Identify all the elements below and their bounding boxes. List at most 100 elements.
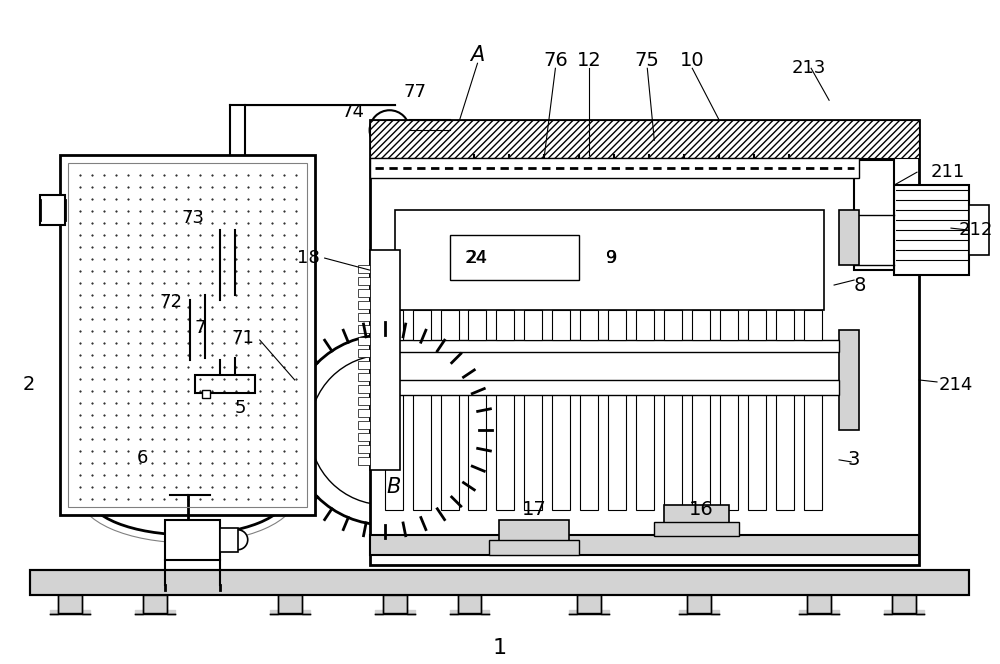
Ellipse shape (784, 162, 794, 168)
Bar (664, 390, 682, 510)
Circle shape (677, 195, 691, 209)
Bar (496, 310, 514, 340)
Circle shape (570, 342, 578, 350)
Circle shape (720, 383, 728, 391)
Bar (692, 390, 710, 510)
Bar (358, 409, 370, 417)
Text: 12: 12 (577, 50, 602, 70)
Circle shape (391, 342, 399, 350)
Bar (636, 310, 654, 340)
Circle shape (570, 383, 578, 391)
Circle shape (797, 195, 811, 209)
Bar (385, 310, 403, 340)
Text: 9: 9 (606, 249, 617, 267)
Circle shape (810, 342, 818, 350)
Bar (776, 390, 794, 510)
Circle shape (637, 195, 651, 209)
Bar (358, 445, 370, 453)
Bar (30, 570, 969, 595)
Text: 18: 18 (297, 249, 320, 267)
Bar (358, 373, 370, 381)
Circle shape (600, 342, 608, 350)
Bar (776, 310, 794, 340)
Bar (720, 390, 738, 510)
Bar (552, 390, 570, 510)
Text: 211: 211 (931, 163, 965, 181)
Ellipse shape (469, 162, 479, 168)
Circle shape (737, 195, 751, 209)
Bar (370, 120, 919, 158)
Circle shape (228, 530, 248, 550)
Circle shape (477, 195, 491, 209)
Bar (496, 390, 514, 510)
Circle shape (537, 195, 551, 209)
Ellipse shape (714, 162, 724, 168)
Bar (608, 390, 626, 510)
Text: 16: 16 (689, 500, 714, 519)
Circle shape (510, 342, 518, 350)
Bar (370, 250, 400, 470)
Circle shape (617, 195, 631, 209)
Circle shape (720, 342, 728, 350)
Bar (358, 265, 370, 273)
Ellipse shape (842, 335, 857, 425)
Ellipse shape (504, 162, 514, 168)
Circle shape (517, 195, 531, 209)
Bar (664, 505, 729, 530)
Ellipse shape (842, 214, 857, 260)
Bar (358, 325, 370, 333)
Circle shape (780, 383, 788, 391)
Bar (58, 595, 82, 613)
Circle shape (630, 342, 638, 350)
Bar (358, 337, 370, 345)
Text: 71: 71 (232, 329, 255, 347)
Circle shape (310, 355, 460, 505)
Ellipse shape (644, 162, 654, 168)
Text: B: B (386, 477, 401, 497)
Bar (636, 390, 654, 510)
Circle shape (391, 383, 399, 391)
Bar (804, 310, 822, 340)
Bar (468, 310, 486, 340)
Circle shape (597, 195, 611, 209)
Circle shape (458, 195, 471, 209)
Circle shape (810, 383, 818, 391)
Ellipse shape (574, 162, 584, 168)
Text: 214: 214 (939, 376, 973, 394)
Text: 24: 24 (464, 249, 487, 267)
Text: 8: 8 (854, 276, 866, 295)
Bar (358, 349, 370, 357)
Bar (358, 397, 370, 405)
Bar (577, 595, 601, 613)
Bar (748, 390, 766, 510)
Text: 10: 10 (680, 50, 705, 70)
Text: 77: 77 (403, 83, 426, 101)
Bar (358, 457, 370, 465)
Bar (524, 390, 542, 510)
Bar (380, 340, 839, 352)
Bar (608, 310, 626, 340)
Bar (358, 361, 370, 369)
Bar (278, 595, 302, 613)
Ellipse shape (609, 162, 619, 168)
Circle shape (380, 120, 400, 140)
Bar (413, 310, 431, 340)
Circle shape (480, 383, 488, 391)
Circle shape (451, 383, 459, 391)
Bar (894, 185, 969, 275)
Ellipse shape (539, 162, 549, 168)
Bar (552, 310, 570, 340)
Circle shape (657, 195, 671, 209)
Text: 3: 3 (848, 450, 860, 469)
Text: 212: 212 (959, 221, 993, 239)
Bar (358, 301, 370, 309)
Bar (664, 310, 682, 340)
Circle shape (777, 195, 791, 209)
Bar (720, 310, 738, 340)
Circle shape (497, 195, 511, 209)
Text: 74: 74 (342, 103, 365, 122)
Bar (40, 195, 65, 225)
Bar (839, 210, 859, 265)
Circle shape (510, 383, 518, 391)
Bar (195, 375, 255, 393)
